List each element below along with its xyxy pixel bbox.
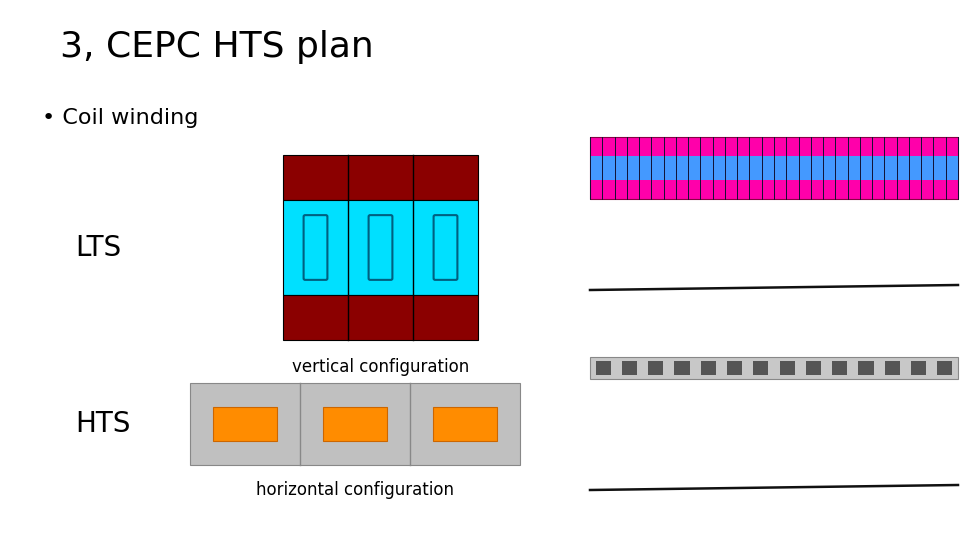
FancyBboxPatch shape <box>303 215 327 280</box>
Text: LTS: LTS <box>75 233 121 261</box>
Bar <box>590 137 958 199</box>
Bar <box>622 361 637 375</box>
Bar <box>780 361 795 375</box>
Text: • Coil winding: • Coil winding <box>42 108 199 128</box>
Bar <box>911 361 926 375</box>
Bar <box>937 361 952 375</box>
Text: 3, CEPC HTS plan: 3, CEPC HTS plan <box>60 30 373 64</box>
Bar <box>433 407 497 441</box>
Bar <box>595 361 611 375</box>
FancyBboxPatch shape <box>369 215 393 280</box>
Bar <box>805 361 821 375</box>
Bar <box>727 361 742 375</box>
Bar <box>754 361 768 375</box>
Bar <box>590 357 958 379</box>
Text: HTS: HTS <box>75 410 131 438</box>
Bar <box>674 361 689 375</box>
Bar <box>885 361 900 375</box>
Bar <box>283 155 478 200</box>
Bar <box>832 361 848 375</box>
Bar <box>283 200 478 295</box>
Bar <box>590 156 958 180</box>
Bar <box>701 361 716 375</box>
Bar <box>858 361 874 375</box>
Bar <box>324 407 387 441</box>
Bar <box>648 361 663 375</box>
Bar <box>213 407 276 441</box>
FancyBboxPatch shape <box>434 215 457 280</box>
Bar <box>190 383 520 465</box>
Text: horizontal configuration: horizontal configuration <box>256 481 454 499</box>
Text: vertical configuration: vertical configuration <box>292 358 469 376</box>
Bar <box>283 295 478 340</box>
